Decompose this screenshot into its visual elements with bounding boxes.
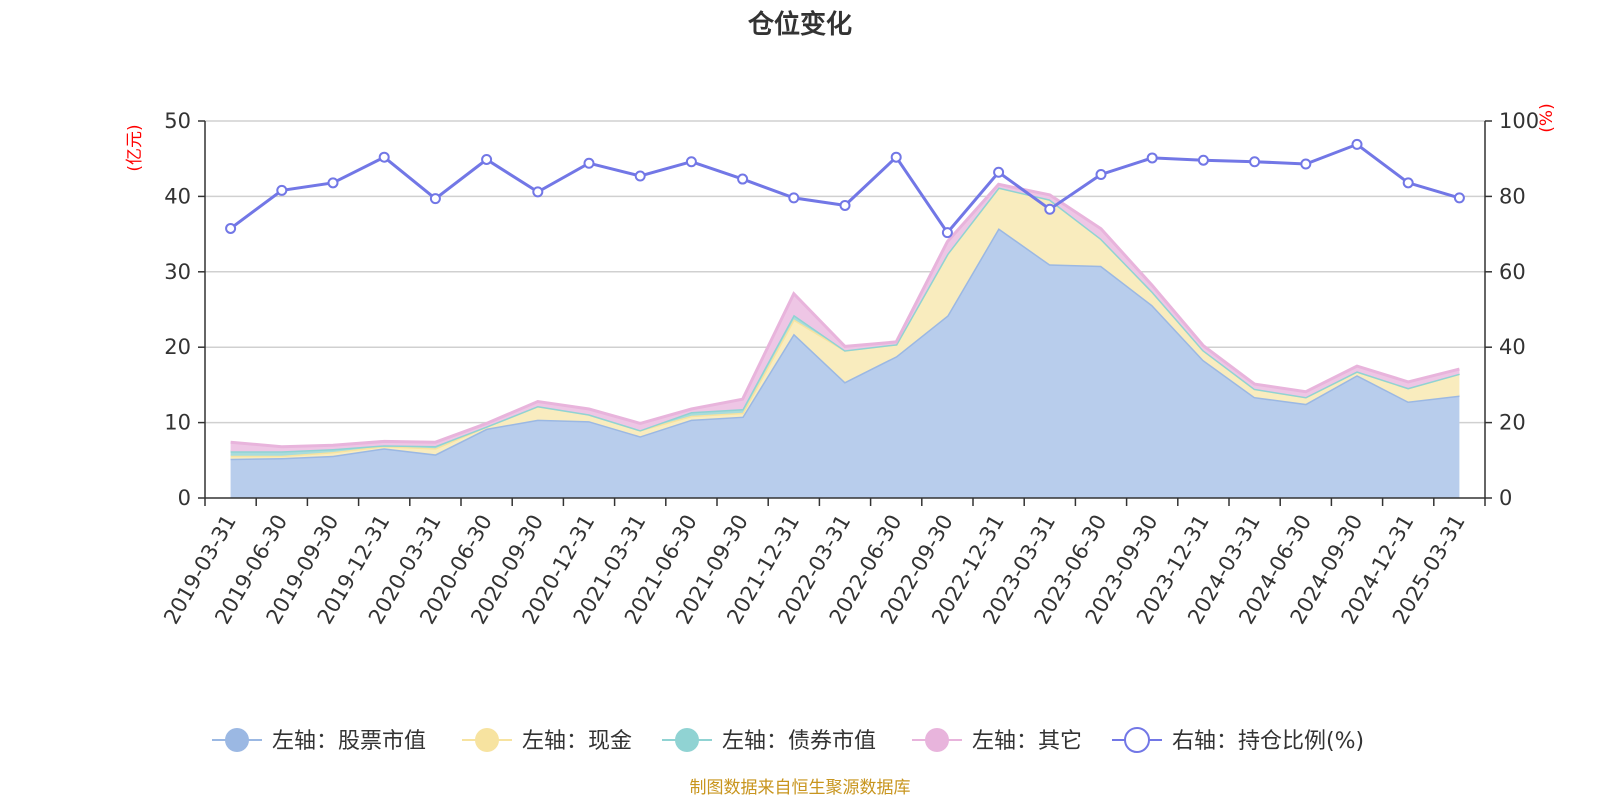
ratio-point bbox=[1453, 192, 1465, 204]
legend-label: 左轴：其它 bbox=[972, 729, 1082, 754]
legend-marker bbox=[925, 728, 949, 752]
right-axis-tick-label: 40 bbox=[1499, 335, 1526, 359]
legend-item[interactable]: 右轴：持仓比例(%) bbox=[1112, 727, 1364, 754]
legend-label: 左轴：股票市值 bbox=[272, 729, 426, 754]
ratio-point bbox=[1146, 152, 1158, 164]
ratio-point bbox=[481, 153, 493, 165]
ratio-point bbox=[941, 227, 953, 239]
ratio-point bbox=[1197, 154, 1209, 166]
ratio-point bbox=[583, 157, 595, 169]
ratio-point bbox=[890, 151, 902, 163]
right-axis-tick-label: 80 bbox=[1499, 184, 1526, 208]
legend-marker bbox=[225, 728, 249, 752]
left-axis-tick-label: 10 bbox=[164, 411, 191, 435]
right-axis-unit: (%) bbox=[1537, 103, 1557, 132]
ratio-point bbox=[225, 222, 237, 234]
legend-item[interactable]: 左轴：现金 bbox=[462, 728, 632, 754]
ratio-point bbox=[327, 177, 339, 189]
ratio-line-series bbox=[225, 138, 1465, 239]
left-axis-tick-label: 20 bbox=[164, 335, 191, 359]
left-axis-tick-label: 40 bbox=[164, 184, 191, 208]
right-axis-tick-label: 0 bbox=[1499, 486, 1512, 510]
legend-marker bbox=[1124, 727, 1150, 753]
ratio-point bbox=[788, 192, 800, 204]
right-axis-tick-label: 20 bbox=[1499, 411, 1526, 435]
ratio-point bbox=[1402, 177, 1414, 189]
area-左轴：股票市值 bbox=[230, 228, 1460, 498]
ratio-point bbox=[276, 184, 288, 196]
legend-label: 左轴：债券市值 bbox=[722, 729, 876, 754]
ratio-point bbox=[1300, 158, 1312, 170]
legend-item[interactable]: 左轴：股票市值 bbox=[212, 728, 426, 754]
ratio-point bbox=[1044, 203, 1056, 215]
ratio-point bbox=[993, 166, 1005, 178]
ratio-point bbox=[737, 173, 749, 185]
legend: 左轴：股票市值 左轴：现金 左轴：债券市值 左轴：其它 右轴：持仓比例(%) bbox=[212, 727, 1364, 754]
ratio-point bbox=[634, 170, 646, 182]
stacked-areas bbox=[230, 182, 1460, 498]
left-axis-unit: (亿元) bbox=[125, 124, 145, 171]
legend-label: 右轴：持仓比例(%) bbox=[1172, 729, 1364, 754]
right-axis-tick-label: 60 bbox=[1499, 260, 1526, 284]
ratio-point bbox=[532, 186, 544, 198]
ratio-point bbox=[1249, 156, 1261, 168]
legend-item[interactable]: 左轴：债券市值 bbox=[662, 728, 876, 754]
legend-item[interactable]: 左轴：其它 bbox=[912, 728, 1082, 754]
ratio-point bbox=[1095, 169, 1107, 181]
left-axis-tick-label: 30 bbox=[164, 260, 191, 284]
area-edge-左轴：其它 bbox=[230, 182, 1460, 449]
right-axis-tick-label: 100 bbox=[1499, 109, 1539, 133]
ratio-point bbox=[378, 151, 390, 163]
ratio-point bbox=[1351, 138, 1363, 150]
left-axis-tick-label: 0 bbox=[178, 486, 191, 510]
legend-marker bbox=[675, 728, 699, 752]
chart-title: 仓位变化 bbox=[747, 9, 852, 40]
left-axis-tick-label: 50 bbox=[164, 109, 191, 133]
ratio-point bbox=[429, 193, 441, 205]
legend-marker bbox=[475, 728, 499, 752]
data-source-note: 制图数据来自恒生聚源数据库 bbox=[690, 778, 911, 798]
ratio-point bbox=[685, 156, 697, 168]
ratio-line bbox=[229, 142, 1460, 236]
legend-label: 左轴：现金 bbox=[522, 729, 632, 754]
ratio-point bbox=[839, 199, 851, 211]
